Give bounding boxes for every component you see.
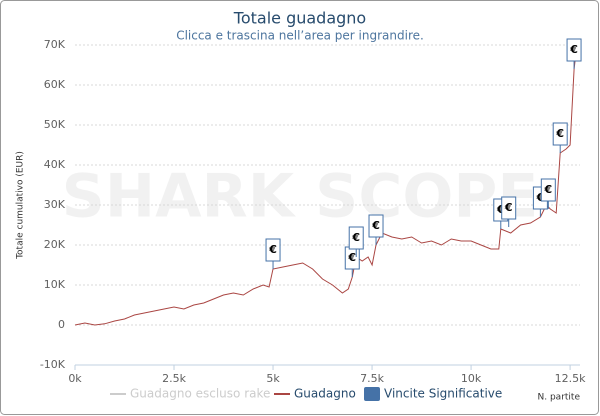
legend-label: Vincite Significative: [384, 387, 502, 401]
flag-box: [566, 38, 582, 62]
chart-subtitle: Clicca e trascina nell’area per ingrandi…: [176, 29, 424, 43]
y-tick-label: -10K: [40, 358, 66, 371]
y-tick-label: 50K: [44, 118, 66, 131]
y-tick-label: 60K: [44, 78, 66, 91]
x-axis-label: N. partite: [538, 393, 581, 403]
y-axis-label: Totale cumulativo (EUR): [16, 151, 26, 260]
x-tick-label: 7.5k: [360, 372, 384, 385]
flag-label: €: [351, 231, 360, 244]
y-tick-label: 20K: [44, 238, 66, 251]
x-tick-label: 0k: [68, 372, 82, 385]
flag: €: [552, 122, 568, 153]
flag-box: [348, 226, 364, 250]
flag: €: [265, 238, 281, 269]
y-tick-label: 30K: [44, 198, 66, 211]
flag-label: €: [569, 43, 578, 56]
y-tick-label: 0: [58, 318, 65, 331]
flag-box: [265, 238, 281, 262]
chart-title: Totale guadagno: [233, 9, 366, 28]
flag: €: [501, 196, 517, 227]
flag-label: €: [536, 191, 545, 204]
flag-box: [552, 122, 568, 146]
flag-label: €: [555, 127, 564, 140]
flag-box: [368, 214, 384, 238]
flag: €: [368, 214, 384, 245]
y-tick-label: 10K: [44, 278, 66, 291]
legend-symbol: [364, 387, 380, 401]
flag: €: [566, 38, 582, 69]
y-tick-label: 40K: [44, 158, 66, 171]
flag-label: €: [504, 201, 513, 214]
flag: €: [540, 178, 556, 209]
flag-box: [540, 178, 556, 202]
flag-label: €: [268, 243, 277, 256]
flag-label: €: [347, 251, 356, 264]
x-tick-label: 10k: [461, 372, 482, 385]
flag-box: [501, 196, 517, 220]
watermark: SHARK SCOPE: [62, 162, 539, 232]
flag-label: €: [543, 183, 552, 196]
y-tick-label: 70K: [44, 38, 66, 51]
x-tick-label: 12.5k: [555, 372, 586, 385]
flag: €: [348, 226, 364, 257]
x-tick-label: 2.5k: [162, 372, 186, 385]
flag-label: €: [371, 219, 380, 232]
x-tick-label: 5k: [266, 372, 280, 385]
flag-label: €: [496, 203, 505, 216]
legend-label: Guadagno escluso rake: [130, 387, 270, 401]
legend-label: Guadagno: [294, 387, 356, 401]
